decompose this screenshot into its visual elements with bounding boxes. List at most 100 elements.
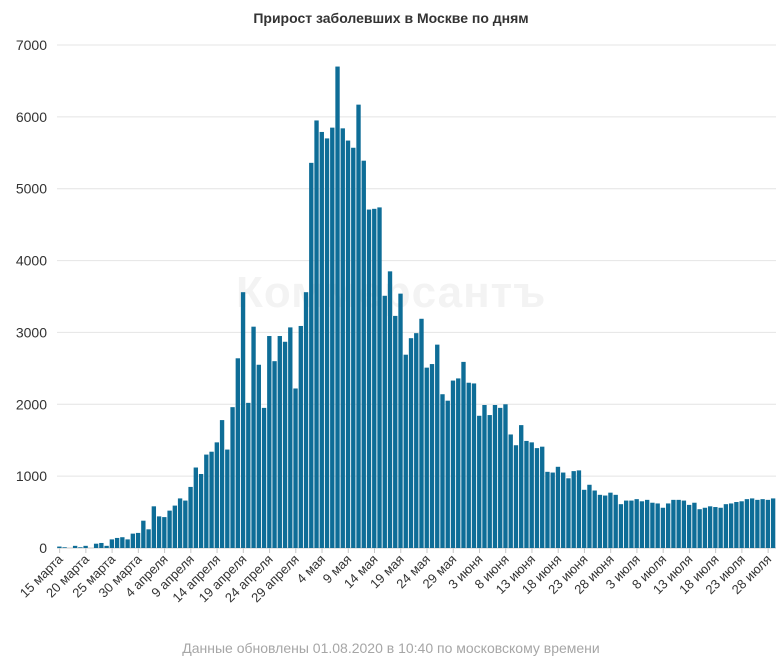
bar — [319, 131, 324, 548]
bar — [387, 271, 393, 548]
bar — [618, 504, 624, 548]
bar — [624, 500, 629, 548]
bar — [613, 494, 618, 548]
bar — [293, 388, 298, 548]
bar — [419, 318, 424, 548]
bar — [707, 506, 713, 548]
bar — [702, 507, 708, 548]
bar — [645, 499, 650, 548]
bar — [566, 478, 571, 548]
bar — [592, 490, 597, 548]
bar — [681, 500, 687, 548]
y-tick-label: 1000 — [16, 468, 47, 484]
bar — [718, 507, 723, 548]
bar — [665, 503, 671, 548]
bar — [57, 546, 62, 548]
bar — [461, 361, 466, 548]
bar — [650, 502, 655, 548]
bar — [256, 364, 261, 548]
bar — [141, 520, 146, 548]
bar — [408, 338, 414, 548]
y-tick-label: 3000 — [16, 324, 47, 340]
bar — [603, 495, 608, 548]
bar — [424, 367, 429, 548]
bar — [534, 448, 540, 548]
bar — [109, 539, 115, 548]
footer-note: Данные обновлены 01.08.2020 в 10:40 по м… — [182, 640, 600, 656]
bar — [393, 315, 398, 548]
bar — [440, 394, 445, 548]
bar — [692, 502, 697, 548]
bar — [487, 415, 492, 548]
bar — [62, 547, 67, 548]
bar — [351, 147, 356, 548]
bar — [403, 354, 408, 548]
bar — [524, 440, 529, 548]
bar — [545, 471, 550, 548]
bar — [629, 500, 634, 548]
bar — [172, 505, 178, 548]
y-tick-label: 0 — [39, 540, 47, 556]
bar — [146, 529, 151, 548]
y-tick-label: 4000 — [16, 253, 47, 269]
bar — [303, 292, 309, 548]
bar — [162, 517, 167, 548]
bar — [450, 380, 456, 548]
bar — [713, 507, 718, 548]
bar — [298, 325, 303, 548]
bar — [267, 336, 272, 548]
bar — [561, 472, 566, 548]
bar — [492, 405, 498, 548]
bar — [608, 492, 613, 548]
bar — [177, 498, 183, 548]
bar — [277, 336, 282, 548]
bar — [372, 208, 377, 548]
bar — [597, 494, 603, 548]
y-tick-label: 6000 — [16, 109, 47, 125]
bar — [503, 404, 508, 548]
bar — [151, 506, 157, 548]
bar — [576, 470, 582, 548]
bar — [209, 451, 214, 548]
bar — [765, 499, 771, 548]
bar — [749, 498, 755, 548]
bar — [167, 510, 172, 548]
bar — [739, 501, 744, 548]
bar — [529, 442, 534, 548]
y-tick-label: 7000 — [16, 37, 47, 53]
y-tick-label: 2000 — [16, 396, 47, 412]
bar — [634, 499, 639, 548]
bar — [513, 445, 519, 548]
bar — [639, 501, 645, 548]
chart-title: Прирост заболевших в Москве по дням — [253, 10, 529, 26]
bar — [72, 545, 78, 548]
bar — [78, 547, 83, 548]
bar — [282, 341, 288, 548]
bar — [555, 466, 561, 548]
bar — [471, 383, 477, 548]
bar — [335, 66, 340, 548]
bar — [508, 434, 513, 548]
bar — [288, 327, 293, 548]
bar — [482, 405, 487, 548]
bar — [582, 489, 587, 548]
bar — [723, 504, 729, 548]
bar — [429, 364, 435, 548]
bar — [382, 295, 387, 548]
bar — [377, 207, 382, 548]
bar — [340, 128, 345, 548]
bar — [770, 498, 776, 548]
bar — [219, 420, 225, 548]
bar — [240, 292, 246, 548]
bar — [361, 160, 366, 548]
bar — [456, 378, 461, 548]
bar — [445, 400, 450, 548]
bar — [193, 467, 198, 548]
bar — [183, 500, 188, 548]
bar — [755, 499, 760, 548]
bar — [99, 542, 104, 548]
bar — [345, 140, 351, 548]
bar — [135, 532, 141, 548]
bar — [120, 537, 125, 548]
